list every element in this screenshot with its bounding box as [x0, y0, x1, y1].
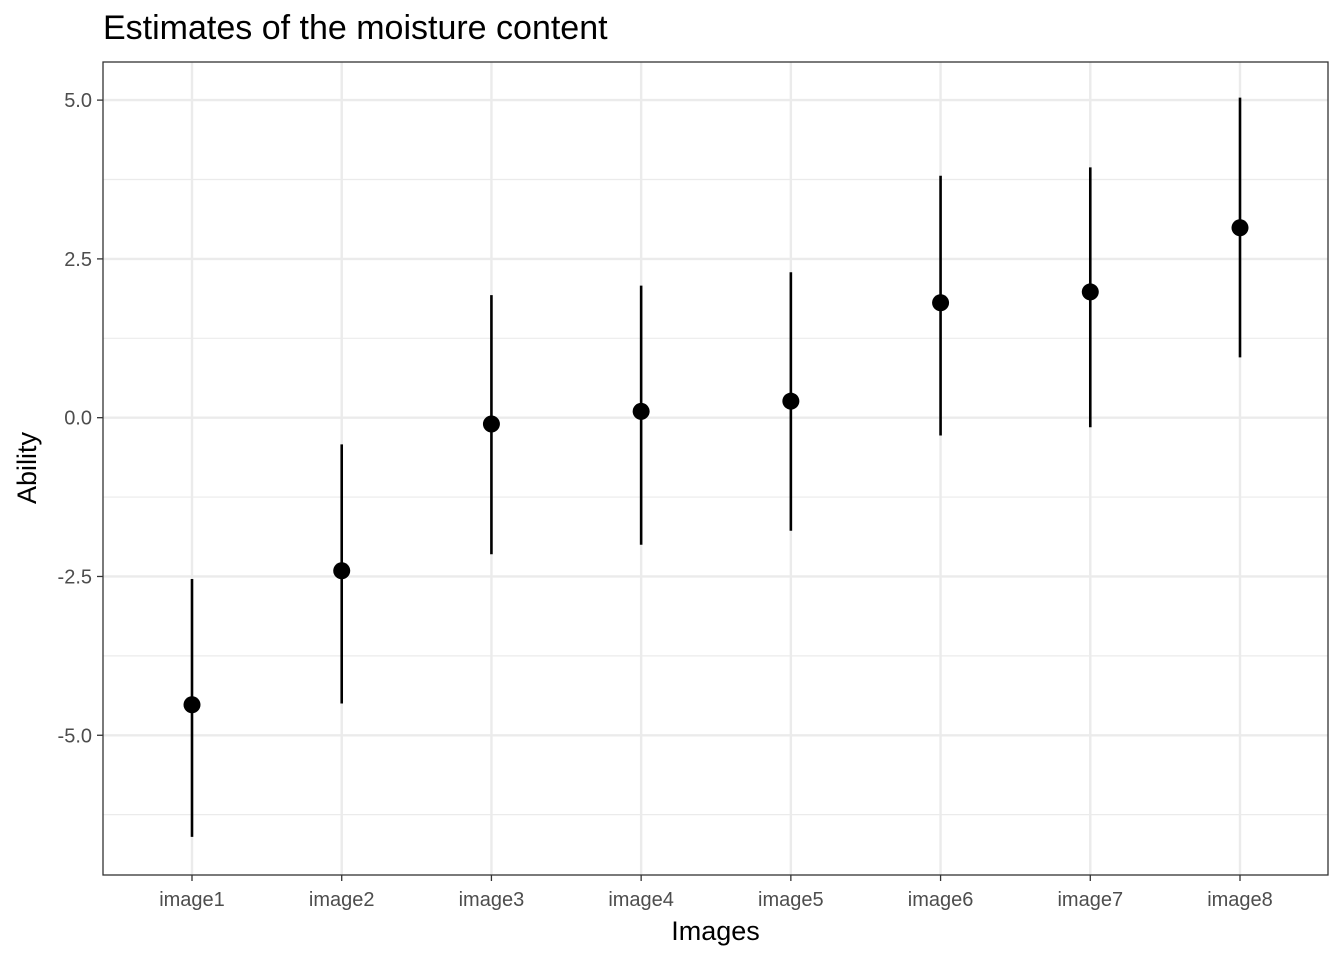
data-point [1081, 283, 1099, 301]
y-axis-ticks: 5.0 2.5 0.0 -2.5 -5.0 [58, 90, 103, 747]
x-tick-label: image4 [608, 889, 674, 911]
y-tick-label: 0.0 [64, 408, 92, 430]
panel-border [102, 61, 1329, 876]
data-point [632, 402, 650, 420]
y-tick-label: 2.5 [64, 249, 92, 271]
data-point [482, 415, 500, 433]
error-bars [190, 97, 1242, 837]
data-point [932, 294, 950, 312]
x-tick-label: image1 [159, 889, 225, 911]
x-tick-label: image8 [1207, 889, 1273, 911]
x-tick-label: image2 [309, 889, 375, 911]
x-tick-label: image6 [908, 889, 974, 911]
x-tick-label: image3 [459, 889, 525, 911]
data-point [1231, 219, 1249, 237]
data-point [183, 696, 201, 714]
y-tick-label: -2.5 [58, 566, 92, 588]
data-point [782, 392, 800, 410]
x-axis-title: Images [671, 916, 760, 946]
chart-title: Estimates of the moisture content [103, 9, 608, 47]
y-axis-title: Ability [12, 431, 42, 504]
points [183, 219, 1249, 714]
y-tick-label: 5.0 [64, 90, 92, 112]
y-tick-label: -5.0 [58, 725, 92, 747]
x-tick-label: image5 [758, 889, 824, 911]
grid [103, 62, 1328, 875]
x-axis-ticks: image1 image2 image3 image4 image5 image6 imag… [159, 875, 1273, 911]
x-tick-label: image7 [1057, 889, 1123, 911]
data-point [333, 562, 351, 580]
